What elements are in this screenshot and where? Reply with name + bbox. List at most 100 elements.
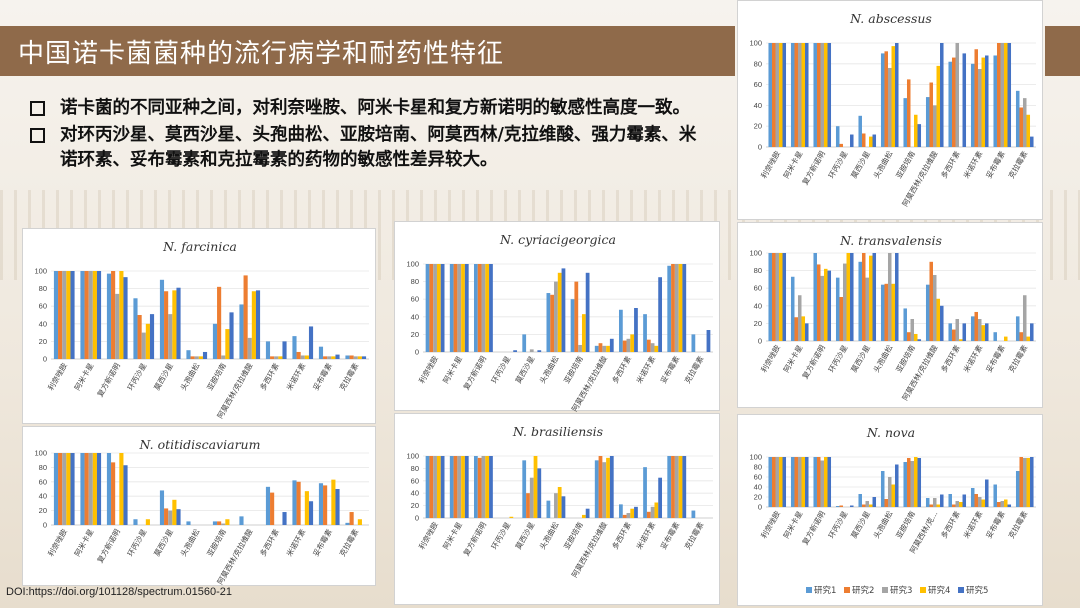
bar xyxy=(88,271,93,359)
bar xyxy=(887,253,892,341)
bar xyxy=(106,453,112,525)
x-category-label: 米诺环素 xyxy=(634,520,658,551)
y-tick-label: 100 xyxy=(34,449,47,458)
x-category-label: 亚胺培南 xyxy=(561,520,585,551)
y-tick-label: 60 xyxy=(411,476,419,485)
chart-title: N. farcinica xyxy=(162,239,237,254)
x-category-label: 环丙沙星 xyxy=(827,343,850,374)
bar xyxy=(221,523,226,525)
bar xyxy=(917,458,922,507)
bar xyxy=(609,338,614,352)
bar xyxy=(225,329,230,359)
bar xyxy=(436,264,441,352)
bar xyxy=(323,356,328,359)
bar xyxy=(327,356,332,359)
bar xyxy=(513,350,518,352)
x-category-label: 头孢曲松 xyxy=(178,527,202,558)
chart-panel-farcinica: N. farcinica 0 20 40 60 80 100 利奈唑胺 阿米卡星 复方新诺明 环丙沙… xyxy=(22,228,376,424)
bar xyxy=(453,264,458,352)
x-category-label: 利奈唑胺 xyxy=(416,520,440,551)
bar xyxy=(794,43,798,147)
bar xyxy=(895,464,899,507)
bar xyxy=(993,332,997,341)
bar xyxy=(461,264,465,352)
bar xyxy=(176,287,181,359)
bar xyxy=(816,264,821,341)
bar xyxy=(159,490,165,525)
x-category-label: 米诺环素 xyxy=(634,354,658,385)
bar xyxy=(678,264,683,352)
bar xyxy=(805,457,809,507)
bar xyxy=(345,355,350,359)
bar xyxy=(955,43,960,147)
bar xyxy=(247,337,252,359)
bar xyxy=(794,457,798,507)
bar xyxy=(594,345,599,352)
bar xyxy=(948,323,952,341)
bar xyxy=(473,264,478,352)
bar xyxy=(914,114,918,147)
bar xyxy=(880,284,885,341)
bar xyxy=(529,349,534,352)
bar xyxy=(895,253,899,341)
bar xyxy=(485,456,490,518)
bar xyxy=(891,283,896,341)
y-tick-label: 80 xyxy=(411,464,419,473)
bar xyxy=(270,356,275,359)
bar xyxy=(618,504,623,518)
y-tick-label: 100 xyxy=(749,249,762,258)
legend-label: 研究3 xyxy=(890,585,912,596)
bar xyxy=(581,314,586,352)
y-tick-label: 0 xyxy=(415,514,419,523)
y-tick-label: 20 xyxy=(411,501,419,510)
bar xyxy=(630,334,635,352)
bar xyxy=(813,457,817,507)
x-category-label: 复方新诺明 xyxy=(95,361,122,398)
bar xyxy=(1015,90,1020,147)
bar xyxy=(910,319,915,341)
doi-citation: DOI:https://doi.org/101128/spectrum.0156… xyxy=(6,586,233,598)
bar xyxy=(682,456,687,518)
bar xyxy=(282,341,287,359)
bar xyxy=(906,332,911,341)
bar xyxy=(361,356,367,359)
bar xyxy=(357,356,362,359)
bar xyxy=(940,43,944,147)
chart-svg: N. farcinica 0 20 40 60 80 100 利奈唑胺 阿米卡星 复方新诺明 环丙沙… xyxy=(34,239,369,420)
bar xyxy=(473,456,478,518)
bar xyxy=(574,281,579,352)
bar xyxy=(970,488,975,507)
x-category-label: 环丙沙星 xyxy=(490,354,513,385)
bar xyxy=(618,309,623,352)
bar xyxy=(654,345,659,352)
y-tick-label: 60 xyxy=(754,284,762,293)
bar xyxy=(634,308,638,352)
bar xyxy=(782,43,787,147)
bar xyxy=(674,456,679,518)
bar xyxy=(805,323,809,341)
y-tick-label: 20 xyxy=(411,330,419,339)
bar xyxy=(70,453,75,525)
bar xyxy=(775,253,780,341)
x-category-label: 复方新诺明 xyxy=(95,527,122,564)
y-tick-label: 40 xyxy=(39,319,47,328)
bar xyxy=(1022,98,1027,147)
bar xyxy=(813,253,817,341)
x-category-label: 米诺环素 xyxy=(961,343,985,374)
bar xyxy=(239,304,244,359)
bar xyxy=(925,498,930,507)
bar xyxy=(959,502,963,507)
bar xyxy=(884,51,888,147)
bar xyxy=(985,323,989,341)
x-category-label: 环丙沙星 xyxy=(827,149,850,180)
bar xyxy=(557,487,562,518)
bar xyxy=(485,264,490,352)
y-tick-label: 100 xyxy=(749,39,762,48)
x-category-label: 莫西沙星 xyxy=(151,361,175,392)
legend-label: 研究1 xyxy=(814,585,836,596)
bar xyxy=(936,65,941,147)
bar xyxy=(667,456,672,518)
bar xyxy=(1019,107,1023,147)
bar xyxy=(955,501,960,507)
bar xyxy=(884,283,888,341)
